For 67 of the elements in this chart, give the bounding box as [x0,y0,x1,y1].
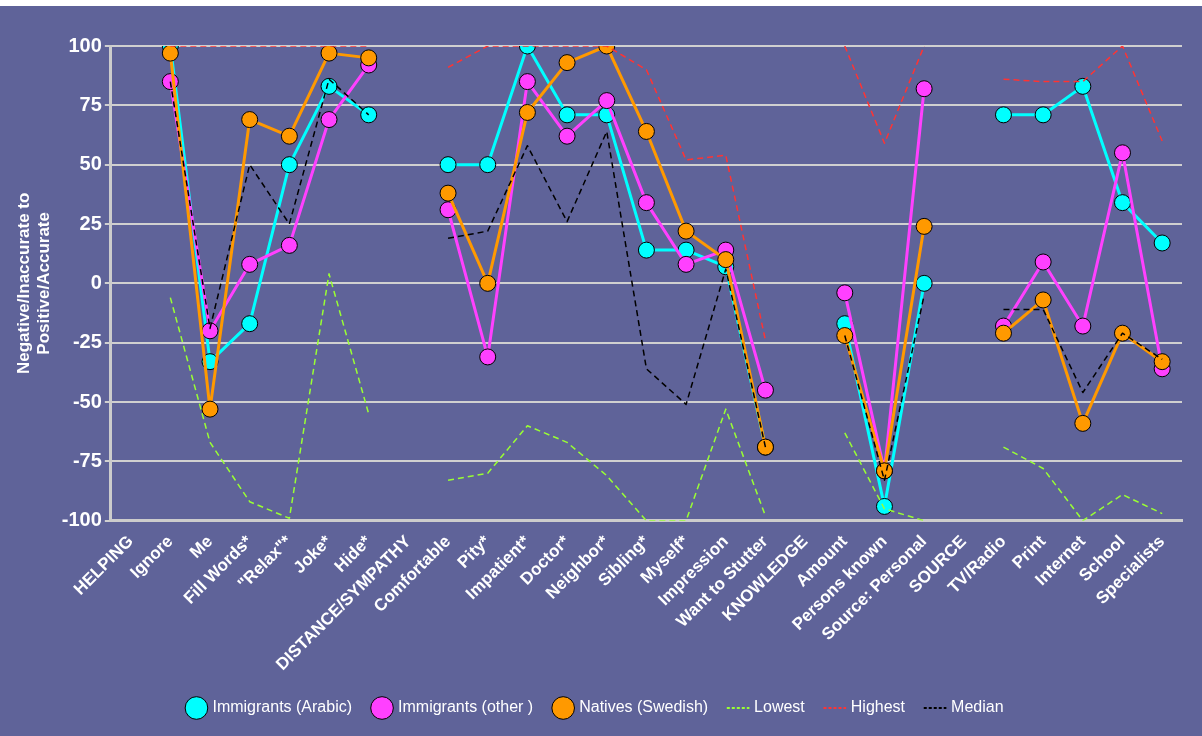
point [558,54,576,72]
point [241,111,259,129]
point [1034,253,1052,271]
y-tick-label: 100 [68,33,102,56]
point [836,284,854,302]
legend-label: Highest [850,698,906,716]
point [360,49,378,67]
point [320,77,338,95]
y-tick-label: -100 [61,508,102,531]
point [320,46,338,62]
point [1113,144,1131,162]
point [518,73,536,91]
point [1034,291,1052,309]
point [875,497,893,515]
point [1153,234,1171,252]
point [637,122,655,140]
point [280,156,298,174]
point [1034,106,1052,124]
point [241,315,259,333]
y-tick-label: -50 [72,389,102,412]
y-tick-label: 50 [79,152,102,175]
point [280,236,298,254]
y-tick-label: -25 [72,330,102,353]
point [994,324,1012,342]
legend-label: Natives (Swedish) [579,698,709,716]
point [558,106,576,124]
point [1074,414,1092,432]
point [994,106,1012,124]
point [637,194,655,212]
legend-label: Median [951,698,1004,716]
point [1153,353,1171,371]
point [201,400,219,418]
y-tick-label: 75 [79,92,102,115]
point [360,106,378,124]
point [677,222,695,240]
point [161,46,179,62]
point [439,184,457,202]
point [915,80,933,98]
legend-label: Lowest [754,698,806,716]
point [598,92,616,110]
legend-label: Immigrants (other ) [398,698,534,716]
point [1113,324,1131,342]
point [717,251,735,269]
point [558,127,576,145]
point [518,103,536,121]
y-tick-label: 0 [90,270,102,293]
point [677,255,695,273]
point [280,127,298,145]
point [915,274,933,292]
point [756,381,774,399]
point [439,156,457,174]
point [241,255,259,273]
y-axis-title: Negative/Inaccurate to Positive/Accurate [13,192,54,375]
point [479,156,497,174]
point [1074,317,1092,335]
point [201,322,219,340]
point [836,327,854,345]
point [320,111,338,129]
point [479,348,497,366]
point [1113,194,1131,212]
legend-label: Immigrants (Arabic) [212,698,353,716]
point [915,217,933,235]
point [637,241,655,259]
point [1074,77,1092,95]
y-tick-label: 25 [79,211,102,234]
point [479,274,497,292]
y-tick-label: -75 [72,448,102,471]
